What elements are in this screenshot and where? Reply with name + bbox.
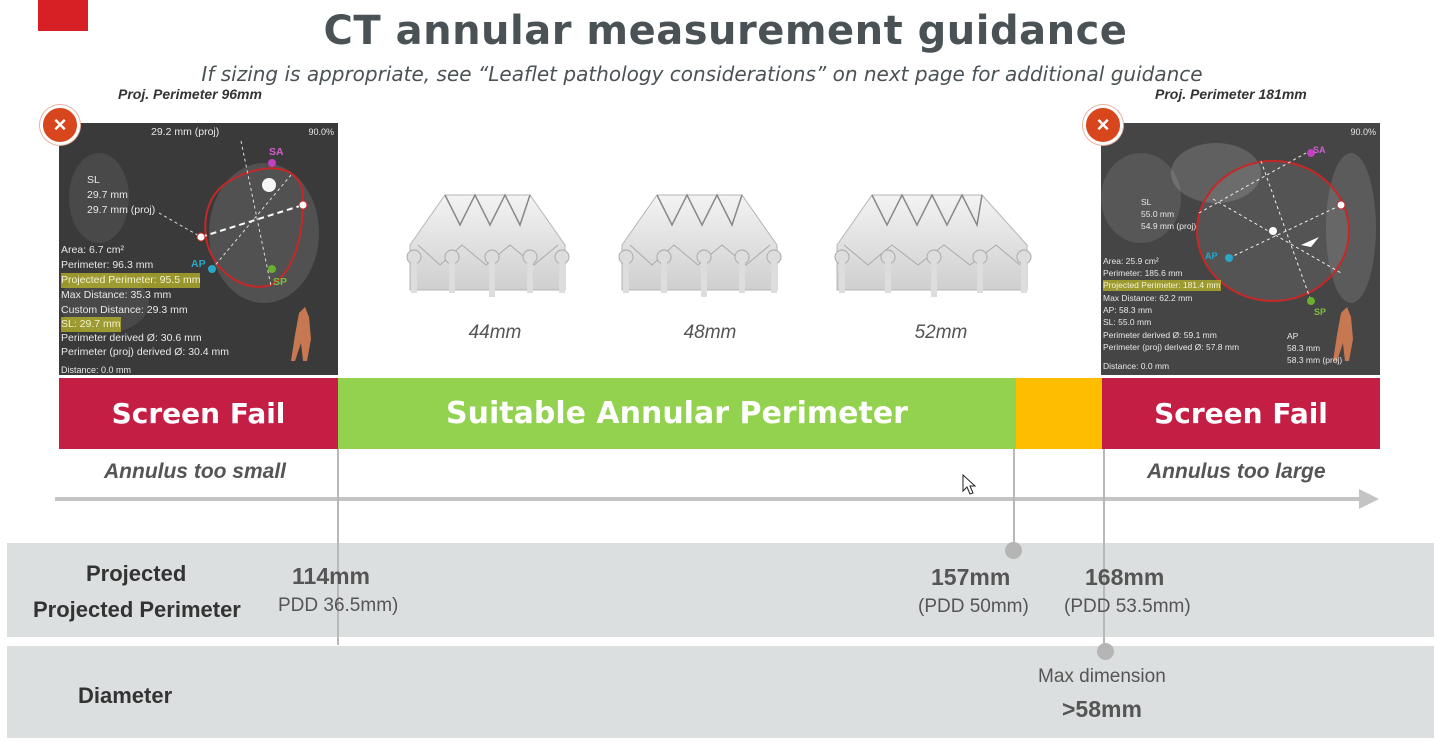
right-sl-line: 55.0 mm	[1141, 209, 1175, 219]
guide-line-168	[1103, 449, 1105, 653]
right-measure-line: AP: 58.3 mm	[1103, 305, 1153, 315]
right-measure-line: Perimeter derived Ø: 59.1 mm	[1103, 330, 1217, 340]
left-measure-line: Area: 6.7 cm²	[61, 244, 125, 256]
left-measure-line: Perimeter: 96.3 mm	[61, 259, 154, 271]
left-case-caption: Proj. Perimeter 96mm	[118, 86, 262, 102]
left-sl-line: SL	[87, 174, 100, 186]
left-distance-readout: Distance: 0.0 mm	[61, 365, 132, 375]
threshold-pdd: (PDD 53.5mm)	[1064, 596, 1191, 617]
valve-44mm-image	[406, 193, 570, 297]
right-measure-line: Area: 25.9 cm²	[1103, 256, 1159, 266]
right-marker-sp: SP	[1314, 307, 1327, 317]
left-marker-sa: SA	[269, 146, 284, 158]
projected-perimeter-label: Projected Perimeter	[33, 597, 241, 622]
left-fail-x-icon: ×	[40, 105, 80, 145]
right-measure-line-highlighted: Projected Perimeter: 181.4 mm	[1103, 280, 1221, 291]
right-marker-sa: SA	[1313, 145, 1326, 155]
right-sl-line: 54.9 mm (proj)	[1141, 221, 1197, 231]
right-case-caption: Proj. Perimeter 181mm	[1155, 86, 1307, 102]
projected-perimeter-row	[7, 543, 1434, 637]
max-dimension-value: >58mm	[1062, 696, 1142, 722]
left-marker-ap: AP	[191, 258, 206, 270]
annulus-too-small-note: Annulus too small	[104, 460, 287, 483]
brand-red-block	[38, 0, 88, 31]
valve-52mm-image	[834, 193, 1032, 297]
left-measure-line: Perimeter derived Ø: 30.6 mm	[61, 332, 202, 344]
valve-size-label: 44mm	[468, 322, 522, 343]
threshold-pdd: PDD 36.5mm)	[278, 595, 399, 616]
guide-line-114	[337, 449, 339, 645]
threshold-pdd: (PDD 50mm)	[918, 596, 1029, 617]
left-sl-line: 29.7 mm (proj)	[87, 204, 156, 216]
valve-illustrations	[406, 193, 1032, 297]
right-ct-image: 90.0% SA AP SP SL 55.0 mm 54.9 mm (proj)…	[1101, 123, 1380, 375]
left-measure-line: Max Distance: 35.3 mm	[61, 289, 172, 301]
right-ap-line: 58.3 mm	[1287, 343, 1321, 353]
right-ap-line: AP	[1287, 331, 1299, 341]
max-dimension-label: Max dimension	[1038, 666, 1166, 687]
right-annulus-contour	[1196, 149, 1353, 361]
right-fail-x-icon: ×	[1083, 105, 1123, 145]
left-annulus-contour	[158, 140, 311, 361]
right-measure-line: Perimeter: 185.6 mm	[1103, 268, 1183, 278]
right-measure-line: SL: 55.0 mm	[1103, 317, 1152, 327]
left-marker-sp: SP	[273, 276, 288, 288]
valve-size-label: 52mm	[914, 322, 968, 343]
left-ct-image: 90.0% 29.2 mm (proj) SA AP SP SL 29.7 mm…	[59, 123, 338, 375]
left-measure-line: Perimeter (proj) derived Ø: 30.4 mm	[61, 346, 230, 358]
marker-dot-157	[1005, 542, 1022, 559]
projected-label: Projected	[86, 561, 187, 586]
suitable-perimeter-band: Suitable Annular Perimeter	[338, 378, 1016, 449]
right-measure-line: Max Distance: 62.2 mm	[1103, 293, 1193, 303]
borderline-band	[1016, 378, 1102, 449]
page-subtitle: If sizing is appropriate, see “Leaflet p…	[201, 62, 1203, 86]
right-zoom-readout: 90.0%	[1350, 127, 1376, 137]
threshold-value: 157mm	[931, 564, 1011, 590]
screen-fail-large-band: Screen Fail	[1102, 378, 1380, 449]
valve-size-label: 48mm	[683, 322, 737, 343]
threshold-value: 168mm	[1085, 564, 1165, 590]
guide-line-157	[1013, 449, 1015, 549]
right-sl-line: SL	[1141, 197, 1152, 207]
marker-dot-168	[1097, 643, 1114, 660]
right-distance-readout: Distance: 0.0 mm	[1103, 361, 1170, 371]
mouse-cursor-icon	[962, 474, 977, 495]
diameter-label: Diameter	[78, 683, 173, 708]
left-zoom-readout: 90.0%	[308, 127, 334, 137]
left-sl-line: 29.7 mm	[87, 189, 128, 201]
annulus-too-large-note: Annulus too large	[1147, 460, 1326, 483]
left-measure-line-highlighted: SL: 29.7 mm	[61, 317, 121, 332]
right-ap-line: 58.3 mm (proj)	[1287, 355, 1343, 365]
left-proj-dimension: 29.2 mm (proj)	[151, 126, 220, 138]
right-marker-ap: AP	[1205, 251, 1218, 261]
diameter-row	[7, 646, 1434, 738]
screen-fail-small-band: Screen Fail	[59, 378, 338, 449]
left-measure-line-highlighted: Projected Perimeter: 95.5 mm	[61, 273, 201, 288]
valve-48mm-image	[618, 193, 782, 297]
page-title: CT annular measurement guidance	[323, 8, 1128, 54]
size-axis-arrow	[55, 489, 1379, 509]
left-measure-line: Custom Distance: 29.3 mm	[61, 304, 188, 316]
threshold-value: 114mm	[292, 563, 371, 589]
right-measure-line: Perimeter (proj) derived Ø: 57.8 mm	[1103, 342, 1240, 352]
